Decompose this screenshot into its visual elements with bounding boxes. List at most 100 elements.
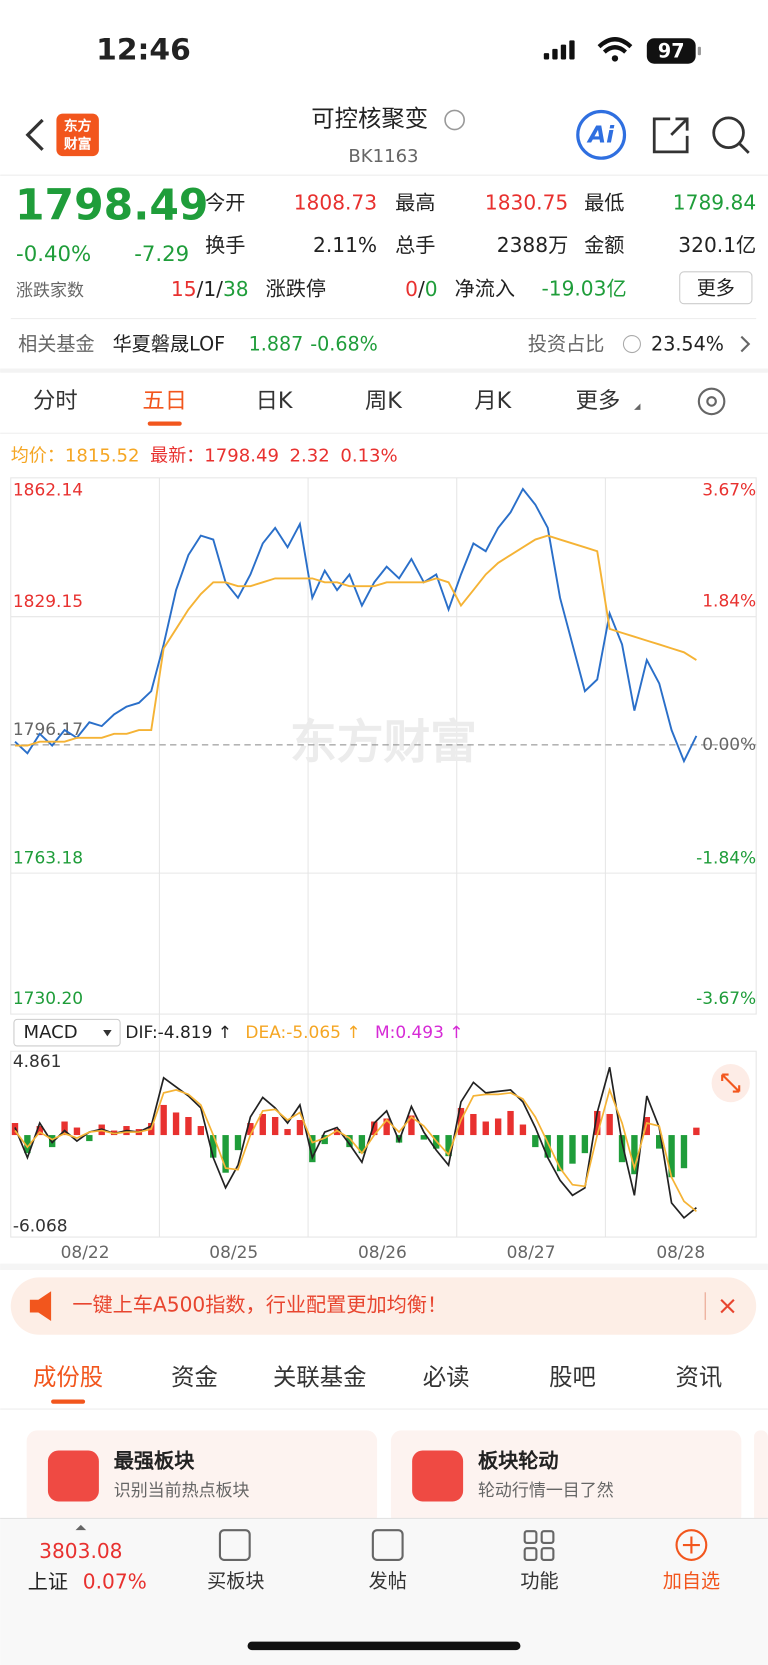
macd-bar xyxy=(656,1135,663,1149)
back-button[interactable] xyxy=(25,118,44,151)
chart-frame xyxy=(10,477,757,1015)
y-tick-label: 4.861 xyxy=(13,1052,62,1072)
settings-icon[interactable] xyxy=(697,387,726,416)
card[interactable] xyxy=(390,1430,742,1526)
macd-bar xyxy=(420,1135,428,1140)
banner-close[interactable] xyxy=(720,1298,735,1314)
macd-selector[interactable] xyxy=(13,1018,121,1047)
section-tab[interactable]: 成份股 xyxy=(33,1363,103,1391)
avg-value: 1815.52 xyxy=(65,446,140,467)
x-tick-label: 08/26 xyxy=(358,1243,407,1263)
ai-button[interactable] xyxy=(576,109,627,160)
card-subtitle: 轮动行情一目了然 xyxy=(478,1481,614,1501)
code: BK1163 xyxy=(348,146,418,167)
separator xyxy=(0,1263,768,1270)
dea-label: DEA:-5.065 ↑ xyxy=(245,1023,360,1043)
nav-label[interactable]: 买板块 xyxy=(207,1570,264,1593)
banner[interactable] xyxy=(10,1277,757,1335)
stat-value: 2388万 xyxy=(497,233,568,257)
part: 1 xyxy=(203,276,216,300)
limit-label: 涨跌停 xyxy=(266,276,326,300)
nav-label[interactable]: 加自选 xyxy=(663,1570,720,1593)
part: 0 xyxy=(425,276,438,300)
macd-bar xyxy=(519,1124,527,1136)
chart-tab[interactable]: 月K xyxy=(474,388,512,414)
y2-tick-label: 0.00% xyxy=(702,735,756,755)
y2-tick-label: 1.84% xyxy=(702,591,756,611)
section-tab[interactable]: 必读 xyxy=(423,1363,470,1391)
y-tick-label: 1796.17 xyxy=(13,720,83,740)
title: 可控核聚变 xyxy=(311,104,428,132)
part: 0 xyxy=(405,276,418,300)
last-label: 最新： xyxy=(150,446,204,467)
battery-cap xyxy=(697,46,701,56)
dropdown-arrow xyxy=(103,1030,112,1037)
macd-bar xyxy=(680,1135,688,1169)
macd-bar xyxy=(346,1135,353,1148)
watermark: 东方财富 xyxy=(290,716,477,770)
ratio-label: 投资占比 xyxy=(528,333,604,356)
fund-label: 相关基金 xyxy=(18,333,94,356)
legend: 均价：1815.52 最新：1798.49 2.32 0.13% xyxy=(11,446,398,467)
card[interactable] xyxy=(26,1430,378,1526)
chart-tabs: 分时 五日 日K 周K 月K 更多 xyxy=(33,388,641,426)
macd-bar xyxy=(185,1116,192,1136)
chevron[interactable] xyxy=(740,335,751,353)
change-pct: -0.40% xyxy=(16,242,91,267)
section-tab[interactable]: 资讯 xyxy=(675,1363,722,1391)
share-button[interactable] xyxy=(652,117,689,154)
search-handle xyxy=(738,142,750,154)
nav-icon xyxy=(218,1529,251,1561)
y-tick-label: 1862.14 xyxy=(13,481,83,501)
chart-tab[interactable]: 分时 xyxy=(33,388,78,414)
index-value[interactable]: 3803.08 xyxy=(39,1539,122,1563)
more-caret xyxy=(634,403,641,410)
macd-bar xyxy=(309,1135,316,1163)
chart-tab[interactable]: 更多 xyxy=(576,388,621,414)
macd-bar xyxy=(234,1135,242,1151)
macd-bar xyxy=(321,1135,328,1145)
info-icon[interactable] xyxy=(444,109,465,131)
section-tabs: 成份股 资金 关联基金 必读 股吧 资讯 xyxy=(33,1363,722,1404)
stat-value: 1808.73 xyxy=(294,190,377,214)
more-button[interactable] xyxy=(679,271,753,305)
macd-bar xyxy=(197,1126,205,1136)
chart-tab[interactable]: 周K xyxy=(365,388,403,414)
macd-bar xyxy=(482,1121,489,1136)
fund-price: 1.887 xyxy=(249,333,304,356)
nav-icon xyxy=(523,1530,555,1561)
card-title: 板块轮动 xyxy=(478,1449,559,1473)
macd-bar xyxy=(271,1116,279,1136)
breadth-label: 涨跌家数 xyxy=(16,281,84,301)
macd-bar xyxy=(371,1121,378,1136)
expand-icon xyxy=(721,1073,741,1093)
legend-change: 2.32 xyxy=(290,446,330,467)
card-icon xyxy=(47,1450,99,1502)
fund-change: -0.68% xyxy=(310,333,378,356)
y2-tick-label: -3.67% xyxy=(696,989,756,1009)
part: / xyxy=(216,276,223,300)
macd-bar xyxy=(594,1110,601,1136)
search-button[interactable] xyxy=(712,116,745,149)
x-axis: 08/22 08/25 08/26 08/27 08/28 xyxy=(61,1243,706,1263)
x-tick-label: 08/25 xyxy=(209,1243,258,1263)
logo xyxy=(56,113,99,157)
nav-label[interactable]: 功能 xyxy=(520,1570,558,1593)
stat-label: 换手 xyxy=(205,233,245,257)
stat-value: 1830.75 xyxy=(485,190,568,214)
nav-label[interactable]: 发帖 xyxy=(369,1570,407,1593)
section-tab[interactable]: 关联基金 xyxy=(273,1363,366,1391)
wifi-icon xyxy=(597,37,633,54)
macd-bar xyxy=(383,1118,390,1136)
status-time: 12:46 xyxy=(96,32,191,67)
stat-label: 今开 xyxy=(205,190,245,214)
help-icon[interactable] xyxy=(622,335,641,354)
chart-tab[interactable]: 日K xyxy=(256,388,294,414)
inflow: -19.03亿 xyxy=(541,276,626,300)
section-tab[interactable]: 资金 xyxy=(171,1363,218,1391)
macd-bar xyxy=(606,1113,613,1136)
chart-tab[interactable]: 五日 xyxy=(142,388,187,414)
section-tab[interactable]: 股吧 xyxy=(549,1363,596,1391)
banner-text: 一键上车A500指数，行业配置更加均衡！ xyxy=(72,1293,447,1317)
macd-bar xyxy=(668,1135,675,1178)
